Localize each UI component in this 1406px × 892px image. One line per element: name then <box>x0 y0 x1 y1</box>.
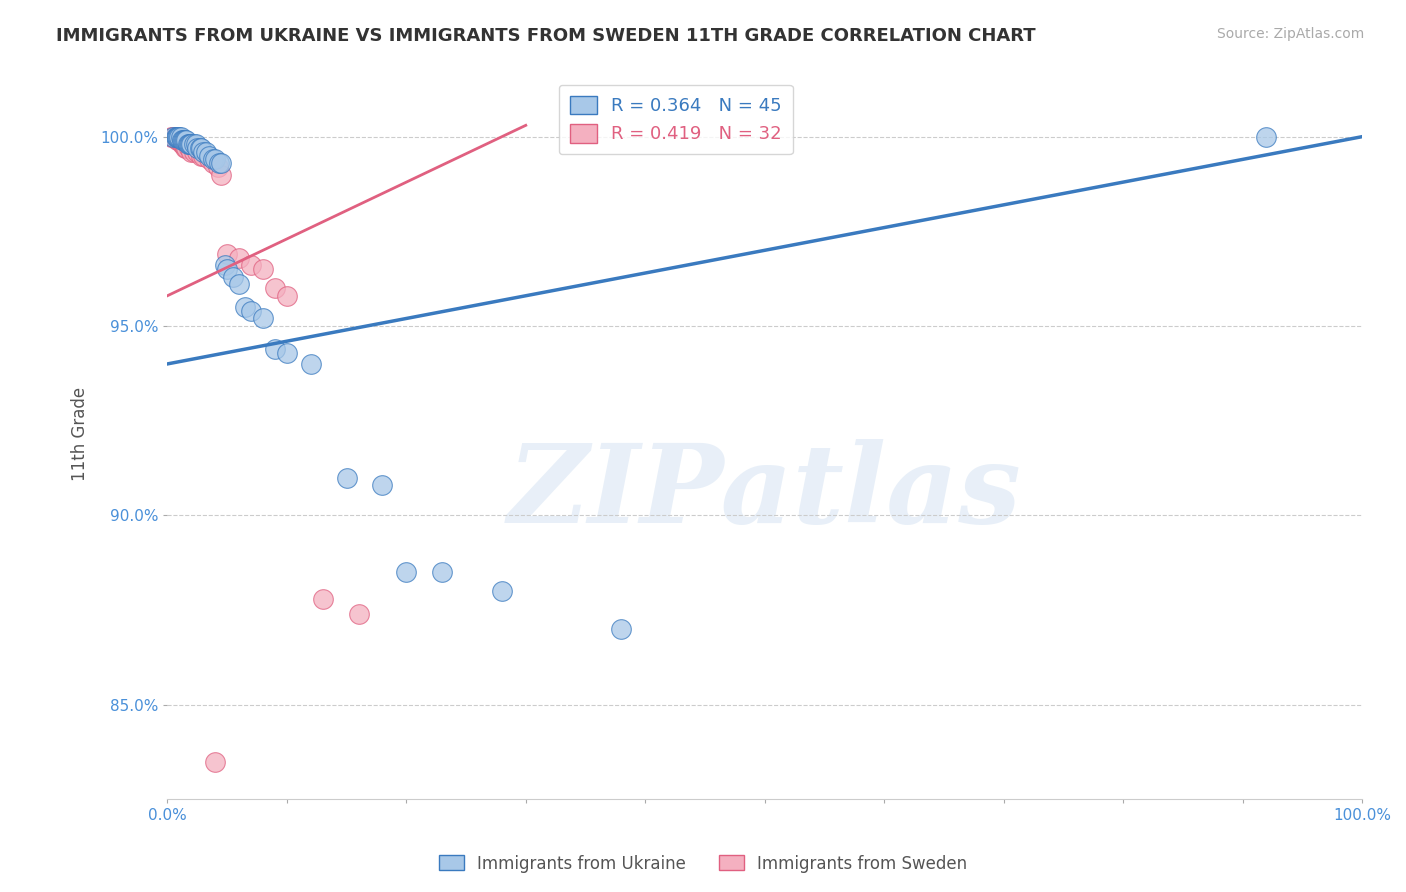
Text: IMMIGRANTS FROM UKRAINE VS IMMIGRANTS FROM SWEDEN 11TH GRADE CORRELATION CHART: IMMIGRANTS FROM UKRAINE VS IMMIGRANTS FR… <box>56 27 1036 45</box>
Point <box>169 129 191 144</box>
Text: Source: ZipAtlas.com: Source: ZipAtlas.com <box>1216 27 1364 41</box>
Point <box>610 622 633 636</box>
Point <box>167 129 190 144</box>
Point <box>183 137 205 152</box>
Point <box>228 251 250 265</box>
Point <box>162 129 184 144</box>
Point <box>193 148 215 162</box>
Point <box>165 129 187 144</box>
Point <box>166 129 188 144</box>
Point <box>183 145 205 159</box>
Point <box>172 137 194 152</box>
Point <box>169 129 191 144</box>
Text: ZIPatlas: ZIPatlas <box>508 439 1022 546</box>
Point <box>177 137 200 152</box>
Point <box>188 141 211 155</box>
Point <box>177 141 200 155</box>
Y-axis label: 11th Grade: 11th Grade <box>72 387 89 481</box>
Point <box>165 129 187 144</box>
Point <box>201 156 224 170</box>
Point <box>169 133 191 147</box>
Point <box>201 153 224 167</box>
Point <box>166 129 188 144</box>
Point <box>176 137 198 152</box>
Point <box>167 133 190 147</box>
Point <box>347 607 370 621</box>
Point <box>240 304 263 318</box>
Point <box>170 137 193 152</box>
Point <box>209 168 232 182</box>
Point <box>198 153 221 167</box>
Point <box>166 133 188 147</box>
Point <box>169 133 191 147</box>
Point <box>217 262 239 277</box>
Point <box>204 755 226 769</box>
Point <box>252 311 274 326</box>
Point <box>276 289 298 303</box>
Point <box>222 269 245 284</box>
Point <box>180 137 202 152</box>
Point <box>190 148 212 162</box>
Point <box>184 137 207 152</box>
Point <box>491 584 513 599</box>
Point <box>176 133 198 147</box>
Point <box>160 129 183 144</box>
Point <box>180 145 202 159</box>
Point <box>240 259 263 273</box>
Point <box>170 133 193 147</box>
Point <box>179 137 201 152</box>
Point <box>395 566 418 580</box>
Point <box>198 148 221 162</box>
Point <box>1256 129 1278 144</box>
Point <box>264 342 287 356</box>
Point <box>162 129 184 144</box>
Point <box>204 153 226 167</box>
Point <box>186 141 208 155</box>
Point <box>233 300 256 314</box>
Point <box>252 262 274 277</box>
Point <box>264 281 287 295</box>
Point <box>193 145 215 159</box>
Point <box>335 470 357 484</box>
Point <box>173 133 195 147</box>
Point <box>176 141 198 155</box>
Legend: R = 0.364   N = 45, R = 0.419   N = 32: R = 0.364 N = 45, R = 0.419 N = 32 <box>558 85 793 154</box>
Point <box>214 259 236 273</box>
Point <box>312 591 335 606</box>
Point <box>276 345 298 359</box>
Point <box>174 133 197 147</box>
Point <box>430 566 453 580</box>
Point <box>174 141 197 155</box>
Point <box>186 145 208 159</box>
Legend: Immigrants from Ukraine, Immigrants from Sweden: Immigrants from Ukraine, Immigrants from… <box>432 848 974 880</box>
Point <box>173 137 195 152</box>
Point <box>194 145 217 159</box>
Point <box>371 478 394 492</box>
Point <box>217 247 239 261</box>
Point <box>208 156 231 170</box>
Point <box>163 129 186 144</box>
Point <box>209 156 232 170</box>
Point <box>190 141 212 155</box>
Point <box>207 160 229 174</box>
Point <box>299 357 322 371</box>
Point <box>228 277 250 292</box>
Point <box>172 133 194 147</box>
